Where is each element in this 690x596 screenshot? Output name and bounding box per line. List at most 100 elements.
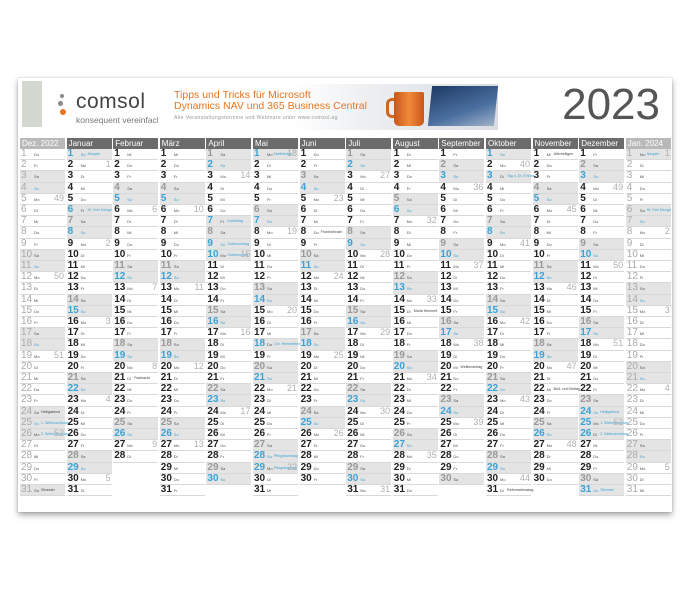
weekday-label: Sa [546,185,552,191]
day-number: 22 [393,383,405,395]
week-number: 29 [380,327,391,338]
weekday-label: Fr [453,308,458,314]
day-number: 15 [440,304,452,316]
day-number: 26 [160,428,172,439]
weekday-label: So [593,252,599,258]
day-cell: 28 So Pfingstsonntag [253,450,298,463]
weekday-label: Di [546,376,551,381]
day-cell: 20 So [392,361,438,373]
day-number: 11 [533,260,545,271]
weekday-label: Di [593,196,597,202]
day-cell: 29 Do [20,461,65,474]
day-number: 2 [347,159,353,171]
day-cell: 29 Mo 5 [625,462,671,474]
day-number: 15 [160,304,172,316]
weekday-label: So [127,275,133,281]
day-number: 14 [393,293,405,305]
day-cell: 9 Mi [392,238,438,250]
day-cell: 20 Do [206,361,252,373]
day-number: 16 [533,316,545,327]
day-number: 30 [393,472,405,484]
week-number: 30 [380,405,391,416]
day-number: 25 [393,416,405,428]
weekday-label: Di [267,398,271,404]
day-number: 10 [533,248,545,260]
day-number: 1 [626,148,633,159]
weekday-label: Do [34,230,40,236]
day-number: 13 [347,282,359,294]
weekday-label: So [173,432,179,437]
day-number: 30 [207,472,219,484]
day-number: 6 [21,204,27,215]
weekday-label: Mi [500,342,505,348]
day-number: 12 [440,271,452,283]
day-cell: 10 So [439,249,485,261]
day-number: 10 [393,248,405,260]
weekday-label: Do [80,432,86,437]
weekday-label: Fr [173,174,178,180]
day-number: 20 [300,360,312,372]
day-number: 25 [487,416,499,428]
day-cell: 28 Do [439,450,485,463]
day-cell: 30 Mi [392,472,438,485]
day-number: 16 [487,316,499,327]
day-cell: 8 Sa [346,226,392,239]
day-cell: 24 Mo 30 [346,405,392,418]
day-number: 23 [393,394,405,406]
day-cell: 15 So [66,305,112,317]
day-cell: 23 Di [253,394,298,407]
day-number: 18 [347,338,359,350]
day-number: 17 [207,327,219,339]
day-number: 17 [580,327,592,339]
day-number: 13 [580,282,592,294]
day-number: 5 [580,192,586,204]
day-cell: 15 Di Mariä Himmelf. [392,305,438,317]
week-number: 15 [240,248,251,259]
weekday-label: Di [360,264,364,269]
day-cell: 14 Mi [20,294,65,306]
weekday-label: So [546,275,552,281]
week-number: 3 [664,304,670,315]
day-number: 22 [533,383,545,395]
weekday-label: Di [639,241,644,247]
month-header: Dezember [579,138,625,149]
day-cell: 16 Do [532,316,578,329]
weekday-label: Fr [593,230,597,236]
week-number: 21 [286,383,297,394]
weekday-label: Mo [546,364,553,370]
weekday-label: Di [80,331,85,337]
day-cell: 5 Fr [253,192,298,205]
day-number: 25 [626,416,638,428]
day-number: 8 [347,226,353,238]
weekday-label: So [406,443,412,449]
day-cell: 29 Mi [159,462,205,474]
weekday-label: So [267,219,272,225]
day-cell: 3 Di [66,170,112,183]
weekday-label: Fr [173,331,178,337]
day-cell: 16 Di [625,316,671,329]
day-number: 25 [254,416,266,428]
weekday-label: Mi [546,465,551,471]
day-cell: 22 Mo 4 [625,383,671,396]
day-cell: 18 Sa [532,338,578,351]
holiday-label: Pfingstmontag [274,465,297,470]
day-number: 11 [160,260,172,271]
day-number: 30 [487,472,499,484]
day-number: 29 [21,461,33,473]
day-number: 30 [347,472,359,484]
weekday-label: Do [173,163,179,169]
day-number: 22 [67,383,79,395]
day-cell: 14 Mo 33 [392,293,438,306]
day-cell: 21 Sa [66,372,112,385]
weekday-label: Mo [267,465,273,471]
day-cell: 12 So [113,271,159,284]
weekday-label: Di [406,152,411,157]
day-number: 5 [300,192,307,204]
day-number: 5 [254,192,260,204]
day-number: 12 [160,271,172,283]
day-cell: 22 Mi Buß- und Bettag [532,383,580,396]
weekday-label: Di [500,174,504,180]
day-cell: 4 Di [346,182,392,194]
day-number: 28 [207,450,219,462]
weekday-label: Mi [453,286,458,292]
